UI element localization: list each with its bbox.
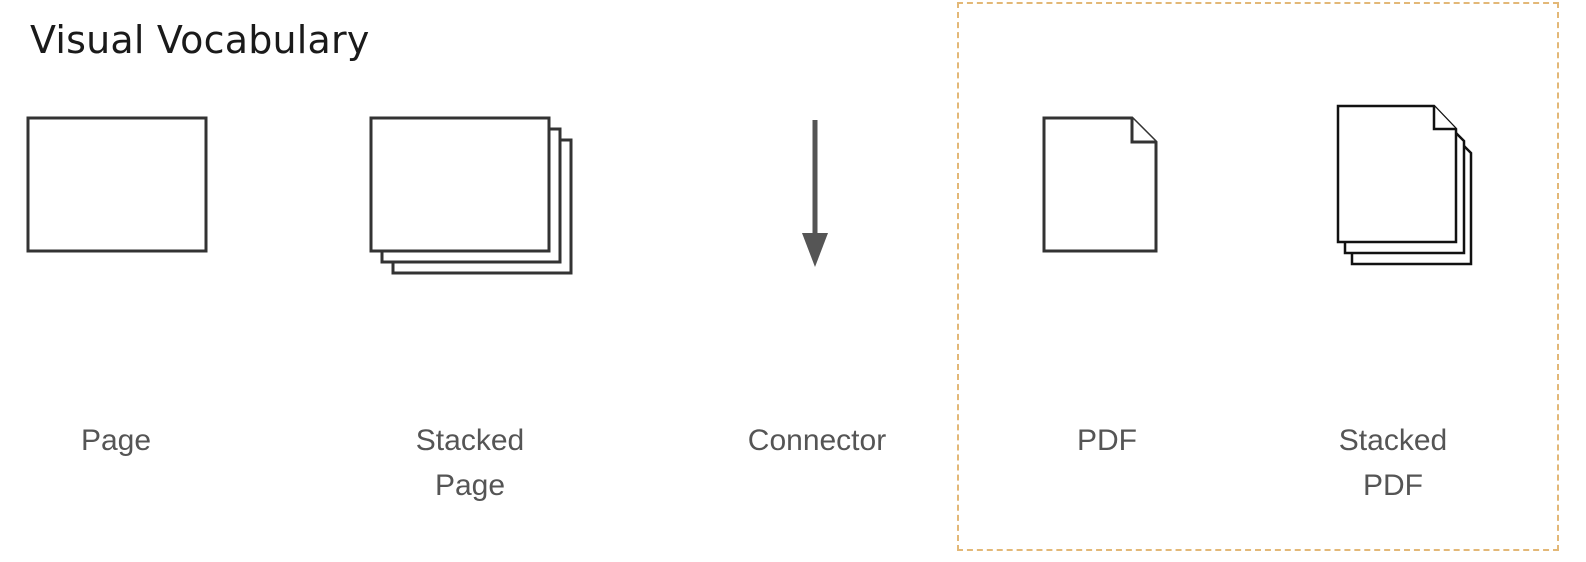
- label-page: Page: [80, 424, 152, 457]
- stacked-page-icon: [369, 116, 573, 275]
- label-pdf: PDF: [1077, 424, 1137, 457]
- page-icon: [26, 116, 208, 253]
- pdf-group-highlight: [957, 2, 1559, 551]
- pdf-icon: [1042, 116, 1158, 253]
- stacked-pdf-icon: [1336, 104, 1473, 266]
- label-stacked-pdf: Stacked PDF: [1338, 424, 1448, 502]
- diagram-title: Visual Vocabulary: [30, 18, 370, 62]
- connector-arrow-icon: [802, 120, 828, 267]
- label-connector: Connector: [747, 424, 887, 457]
- label-stacked-page: Stacked Page: [415, 424, 525, 502]
